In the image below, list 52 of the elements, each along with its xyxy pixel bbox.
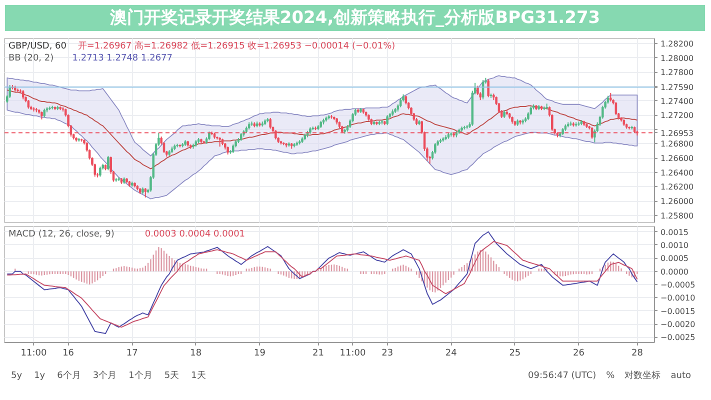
text: auto	[670, 371, 691, 381]
y-tick-label: 1.28200	[660, 40, 694, 49]
y-tick-label: 1.26800	[660, 140, 694, 149]
text: 5天	[164, 371, 180, 381]
y-tick-label: 1.27400	[660, 96, 694, 106]
text: 3个月	[92, 371, 117, 381]
y-tick-label: −0.0005	[660, 280, 696, 290]
ref-line-label: 1.26953	[660, 128, 694, 138]
chart-title: 澳门开奖记录开奖结果2024,创新策略执行_分析版BPG31.273	[110, 7, 600, 30]
chart-subtitle: GBP/USD, 60	[8, 42, 67, 52]
y-tick-label: 1.26400	[660, 168, 694, 178]
x-tick-label: 19	[254, 348, 266, 358]
x-tick-label: 23	[382, 348, 394, 358]
y-tick-label: −0.0025	[660, 333, 696, 342]
y-tick-label: 0.0000	[660, 267, 688, 276]
y-tick-label: −0.0020	[660, 320, 696, 330]
text: 1y	[34, 371, 46, 381]
text: 09:56:47 (UTC)	[528, 371, 596, 381]
x-tick-label: 16	[62, 348, 74, 358]
x-tick-label: 11:00	[20, 348, 47, 358]
x-tick-label: 17	[126, 348, 138, 358]
y-tick-label: 1.27200	[660, 111, 694, 120]
chart-title: MACD (12, 26, close, 9)	[8, 230, 114, 240]
text: %	[606, 371, 615, 381]
y-tick-label: 0.0005	[660, 254, 688, 264]
y-tick-label: −0.0010	[660, 294, 696, 303]
text: 1个月	[128, 371, 152, 381]
ref-line-label: 1.27590	[660, 83, 694, 92]
text: 6个月	[57, 371, 81, 381]
y-tick-label: 0.0015	[660, 228, 688, 237]
text: 对数坐标	[624, 371, 661, 381]
x-tick-label: 26	[573, 348, 585, 358]
x-tick-label: 25	[509, 348, 521, 358]
annotation: 0.0003 0.0004 0.0001	[144, 230, 246, 240]
text: 1天	[191, 371, 206, 381]
x-tick-label: 28	[631, 348, 644, 358]
y-tick-label: 1.25800	[660, 211, 694, 220]
y-tick-label: 0.0010	[660, 240, 688, 250]
y-tick-label: 1.26200	[660, 182, 694, 192]
annotation: BB (20, 2)	[8, 54, 54, 64]
x-tick-label: 24	[445, 348, 458, 358]
y-tick-label: 1.26000	[660, 197, 694, 206]
y-tick-label: 1.26600	[660, 154, 694, 164]
x-tick-label: 18	[190, 348, 202, 358]
x-tick-label: 11:00	[340, 348, 366, 358]
y-tick-label: −0.0015	[660, 306, 696, 316]
text: 5y	[11, 371, 22, 381]
y-tick-label: 1.28000	[660, 54, 694, 63]
y-tick-label: 1.27800	[660, 68, 694, 78]
annotation: 开=1.26967 高=1.26982 低=1.26915 收=1.26953 −0.00014 (−0.01%)	[78, 40, 396, 52]
annotation: 1.2713 1.2748 1.2677	[72, 54, 173, 64]
x-tick-label: 21	[312, 348, 324, 358]
